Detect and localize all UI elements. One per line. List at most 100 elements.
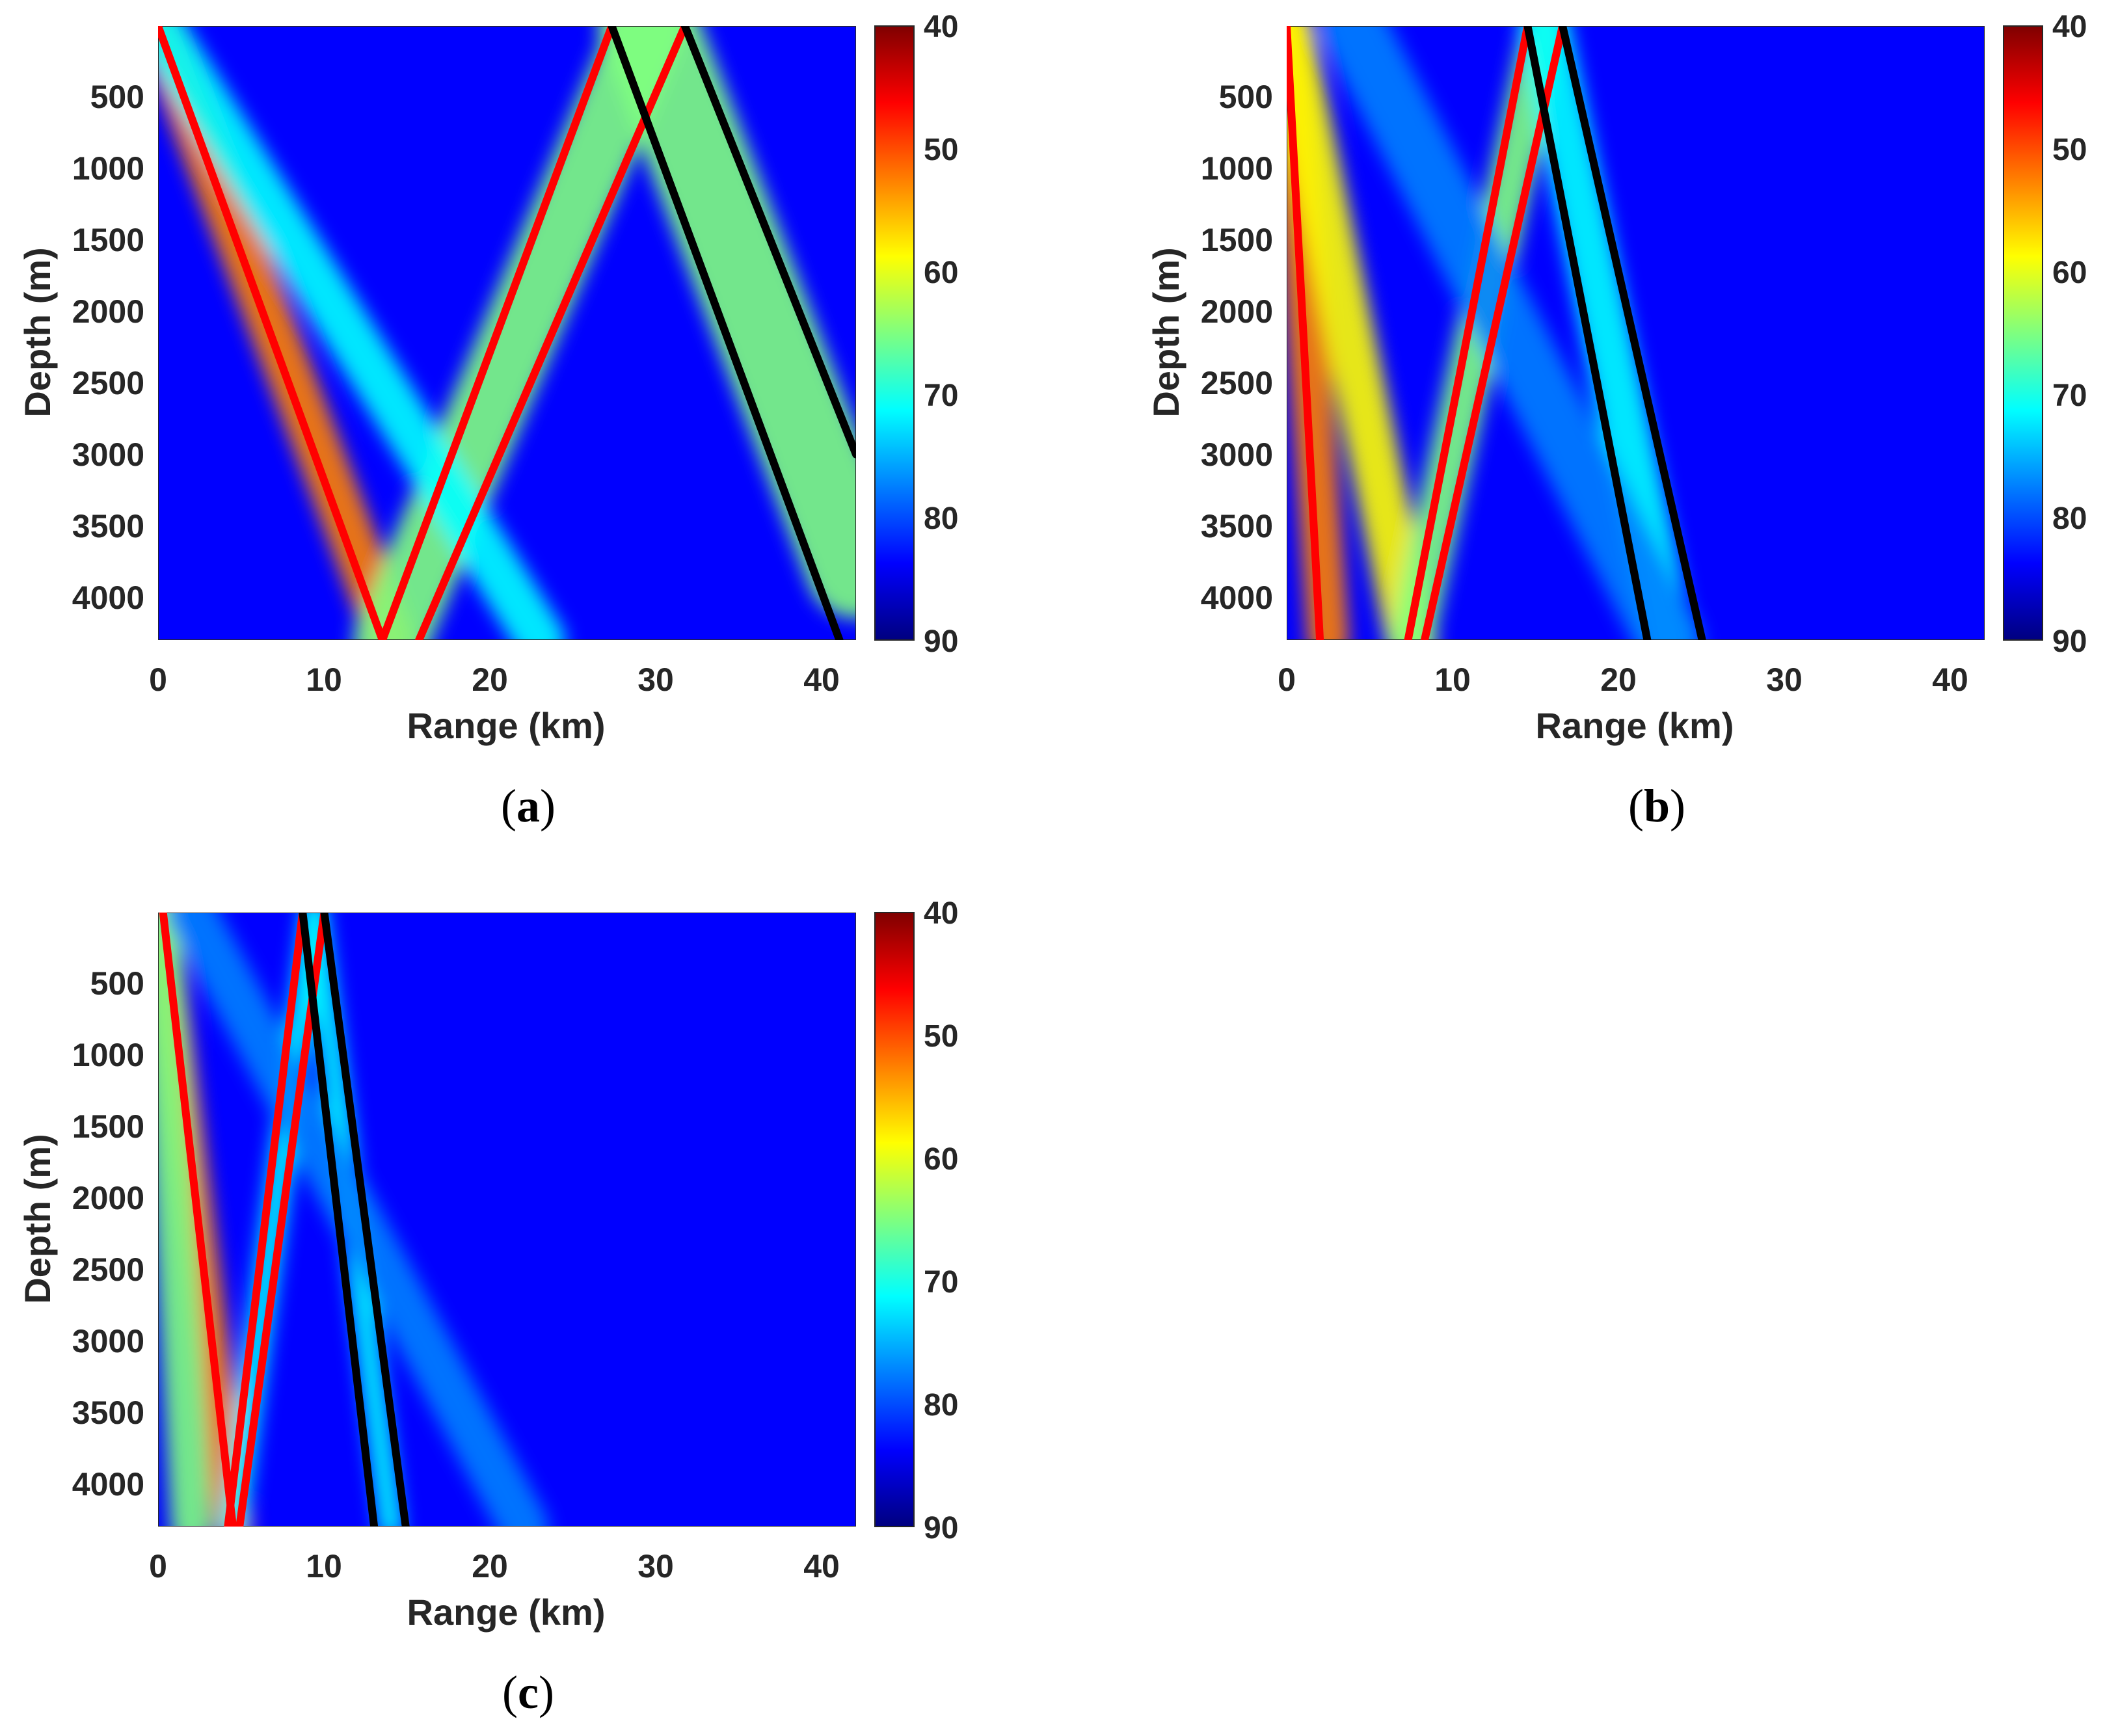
ray-line-black — [299, 913, 379, 1527]
x-tick-label: 40 — [803, 661, 840, 698]
ray-line-red — [159, 913, 237, 1527]
ray-line-red — [158, 26, 386, 640]
x-tick-label: 20 — [472, 661, 508, 698]
x-tick-label: 40 — [1932, 661, 1968, 698]
y-tick-label: 500 — [1219, 79, 1273, 115]
panel-a: 0 10 20 30 40 500 1000 1500 2000 2500 30… — [17, 10, 958, 832]
x-ticks-b: 0 10 20 30 40 — [1278, 661, 1968, 698]
ray-line-black — [1523, 26, 1652, 640]
x-ticks-a: 0 10 20 30 40 — [149, 661, 840, 698]
panel-caption-letter: a — [516, 780, 540, 832]
ray-line-black — [608, 26, 844, 640]
colorbar-tick-label: 50 — [2052, 133, 2087, 167]
colorbar-tick-label: 60 — [924, 256, 958, 290]
x-tick-label: 0 — [149, 661, 167, 698]
y-tick-label: 3000 — [1201, 436, 1273, 473]
y-tick-label: 4000 — [72, 1466, 144, 1502]
ray-lines-c — [159, 913, 410, 1527]
ray-line-red — [1421, 26, 1567, 640]
y-tick-label: 4000 — [72, 580, 144, 616]
x-tick-label: 30 — [637, 661, 674, 698]
y-ticks-b: 500 1000 1500 2000 2500 3000 3500 4000 — [1201, 79, 1273, 616]
x-tick-label: 0 — [149, 1548, 167, 1584]
panel-c: 0 10 20 30 40 500 1000 1500 2000 2500 30… — [17, 896, 958, 1718]
x-tick-label: 10 — [306, 661, 342, 698]
x-tick-label: 10 — [306, 1548, 342, 1584]
ray-lines-a — [158, 26, 856, 640]
x-tick-label: 30 — [1766, 661, 1803, 698]
panel-caption-letter: b — [1644, 780, 1670, 832]
y-tick-label: 500 — [90, 79, 144, 115]
y-tick-label: 1500 — [72, 1108, 144, 1145]
colorbar-c: 40 50 60 70 80 90 — [874, 896, 958, 1545]
panel-caption-letter: c — [518, 1666, 539, 1718]
colorbar-tick-label: 70 — [924, 379, 958, 413]
colorbar-tick-label: 60 — [924, 1142, 958, 1177]
y-tick-label: 3500 — [72, 508, 144, 544]
y-ticks-a: 500 1000 1500 2000 2500 3000 3500 4000 — [72, 79, 144, 616]
x-tick-label: 40 — [803, 1548, 840, 1584]
y-tick-label: 3000 — [72, 436, 144, 473]
x-tick-label: 20 — [1600, 661, 1637, 698]
panel-caption: (c) — [502, 1666, 554, 1718]
heatmap-beam — [158, 26, 565, 640]
panel-caption: (a) — [501, 780, 556, 832]
colorbar-tick-label: 60 — [2052, 256, 2087, 290]
colorbar-tick-label: 80 — [2052, 501, 2087, 536]
y-tick-label: 2000 — [72, 293, 144, 330]
y-ticks-c: 500 1000 1500 2000 2500 3000 3500 4000 — [72, 965, 144, 1502]
colorbar — [2003, 25, 2043, 641]
colorbar-tick-label: 50 — [924, 1019, 958, 1054]
y-tick-label: 3000 — [72, 1323, 144, 1359]
heatmap-beam — [166, 913, 549, 1527]
ray-line-red — [415, 26, 689, 640]
heatmap-beam — [1287, 26, 1436, 640]
y-tick-label: 2500 — [72, 365, 144, 401]
y-tick-label: 1000 — [72, 150, 144, 187]
colorbar — [874, 912, 915, 1527]
x-axis-label: Range (km) — [407, 705, 606, 746]
ray-line-red — [1404, 26, 1532, 640]
x-tick-label: 0 — [1278, 661, 1296, 698]
heatmap-beam — [353, 26, 686, 640]
colorbar-tick-label: 40 — [2052, 10, 2087, 44]
colorbar — [874, 25, 915, 641]
ray-line-black — [1559, 26, 1706, 640]
colorbar-tick-label: 70 — [924, 1265, 958, 1300]
x-axis-label: Range (km) — [1536, 705, 1734, 746]
heatmap-beam — [158, 913, 213, 1527]
heatmap-beams — [1287, 26, 1702, 640]
panel-caption: (b) — [1628, 780, 1685, 832]
y-tick-label: 2000 — [1201, 293, 1273, 330]
colorbar-tick-label: 70 — [2052, 379, 2087, 413]
ray-line-black — [320, 913, 410, 1527]
ray-line-red — [1287, 26, 1324, 640]
ray-line-red — [224, 913, 307, 1527]
colorbar-tick-label: 40 — [924, 896, 958, 931]
colorbar-tick-label: 80 — [924, 1388, 958, 1422]
x-tick-label: 10 — [1434, 661, 1471, 698]
colorbar-tick-label: 80 — [924, 501, 958, 536]
colorbar-tick-label: 90 — [924, 1511, 958, 1545]
panel-b: 0 10 20 30 40 500 1000 1500 2000 2500 30… — [1146, 10, 2087, 832]
y-tick-label: 500 — [90, 965, 144, 1002]
y-tick-label: 3500 — [1201, 508, 1273, 544]
ray-line-red — [378, 26, 616, 640]
colorbar-tick-label: 40 — [924, 10, 958, 44]
y-axis-label: Depth (m) — [17, 1134, 58, 1303]
y-axis-label: Depth (m) — [1146, 247, 1187, 417]
y-axis-label: Depth (m) — [17, 247, 58, 417]
colorbar-tick-label: 90 — [2052, 624, 2087, 659]
x-axis-label: Range (km) — [407, 1592, 606, 1633]
x-tick-label: 30 — [637, 1548, 674, 1584]
heatmap-beam — [220, 913, 327, 1527]
y-tick-label: 1500 — [1201, 222, 1273, 258]
colorbar-tick-label: 50 — [924, 133, 958, 167]
y-tick-label: 4000 — [1201, 580, 1273, 616]
y-tick-label: 2000 — [72, 1180, 144, 1216]
ray-line-black — [680, 26, 856, 459]
y-tick-label: 2500 — [1201, 365, 1273, 401]
y-tick-label: 1000 — [1201, 150, 1273, 187]
y-tick-label: 2500 — [72, 1251, 144, 1288]
